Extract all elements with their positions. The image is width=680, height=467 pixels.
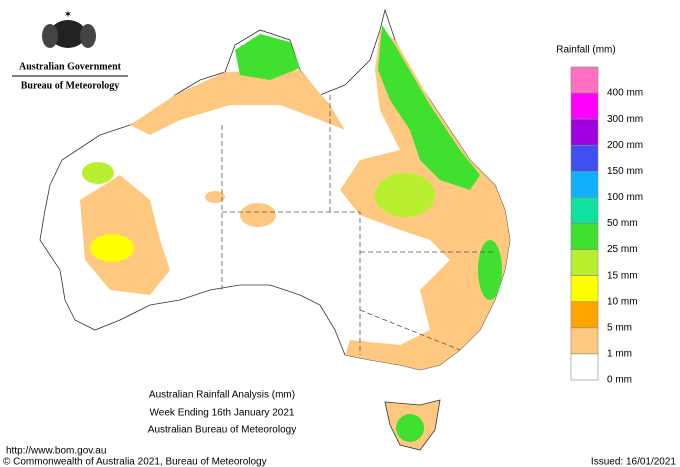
rain-area [378, 25, 480, 190]
rain-area [205, 191, 225, 203]
australia [39, 8, 511, 451]
legend-label: 0 mm [607, 375, 632, 386]
legend-swatch [570, 197, 599, 224]
legend-label: 50 mm [607, 218, 638, 229]
rain-area [80, 175, 170, 295]
legend-label: 150 mm [607, 166, 643, 177]
legend-label: 25 mm [607, 244, 638, 255]
star: ✶ [64, 10, 72, 21]
rain-area [130, 70, 345, 135]
map-subtitle: Week Ending 16th January 2021 [150, 408, 295, 419]
legend-label: 400 mm [607, 88, 643, 99]
emu [80, 24, 96, 48]
rain-area [90, 234, 134, 262]
legend-swatch [570, 92, 599, 120]
footer-url[interactable]: http://www.bom.gov.au [6, 446, 106, 457]
legend-label: 200 mm [607, 140, 643, 151]
footer-copyright: © Commonwealth of Australia 2021, Bureau… [3, 457, 267, 467]
kangaroo [42, 24, 58, 48]
legend-label: 10 mm [607, 296, 638, 307]
legend-label: 300 mm [607, 114, 643, 125]
map-source: Australian Bureau of Meteorology [148, 425, 296, 436]
rain-area [82, 162, 114, 184]
crest [50, 20, 86, 48]
rain-area [240, 203, 276, 227]
legend-label: 15 mm [607, 270, 638, 281]
coat-of-arms: ✶ [42, 10, 96, 48]
legend-swatch [570, 327, 599, 355]
legend-swatch [570, 66, 599, 94]
map-title: Australian Rainfall Analysis (mm) [149, 390, 295, 401]
legend-swatch [570, 301, 599, 329]
legend-swatch [570, 223, 599, 250]
rain-area [375, 173, 435, 217]
legend-swatch [570, 144, 599, 172]
legend-label: 100 mm [607, 192, 643, 203]
legend-swatch [570, 353, 599, 381]
legend-swatch [570, 275, 599, 303]
footer-issued: Issued: 16/01/2021 [591, 457, 677, 467]
legend-swatch [570, 171, 599, 198]
legend: 400 mm 300 mm 200 mm 150 mm 100 mm 50 mm 25 mm… [570, 66, 643, 386]
legend-swatch [570, 249, 599, 276]
header-subtitle: Bureau of Meteorology [21, 80, 120, 91]
state-border [359, 309, 461, 351]
header-title: Australian Government [19, 61, 122, 72]
rain-area [396, 414, 424, 442]
state-border [222, 211, 361, 355]
legend-label: 1 mm [607, 349, 632, 360]
legend-label: 5 mm [607, 322, 632, 333]
rain-area [235, 34, 300, 80]
rain-area [478, 240, 502, 300]
legend-title: Rainfall (mm) [556, 45, 615, 56]
legend-swatch [570, 118, 599, 146]
